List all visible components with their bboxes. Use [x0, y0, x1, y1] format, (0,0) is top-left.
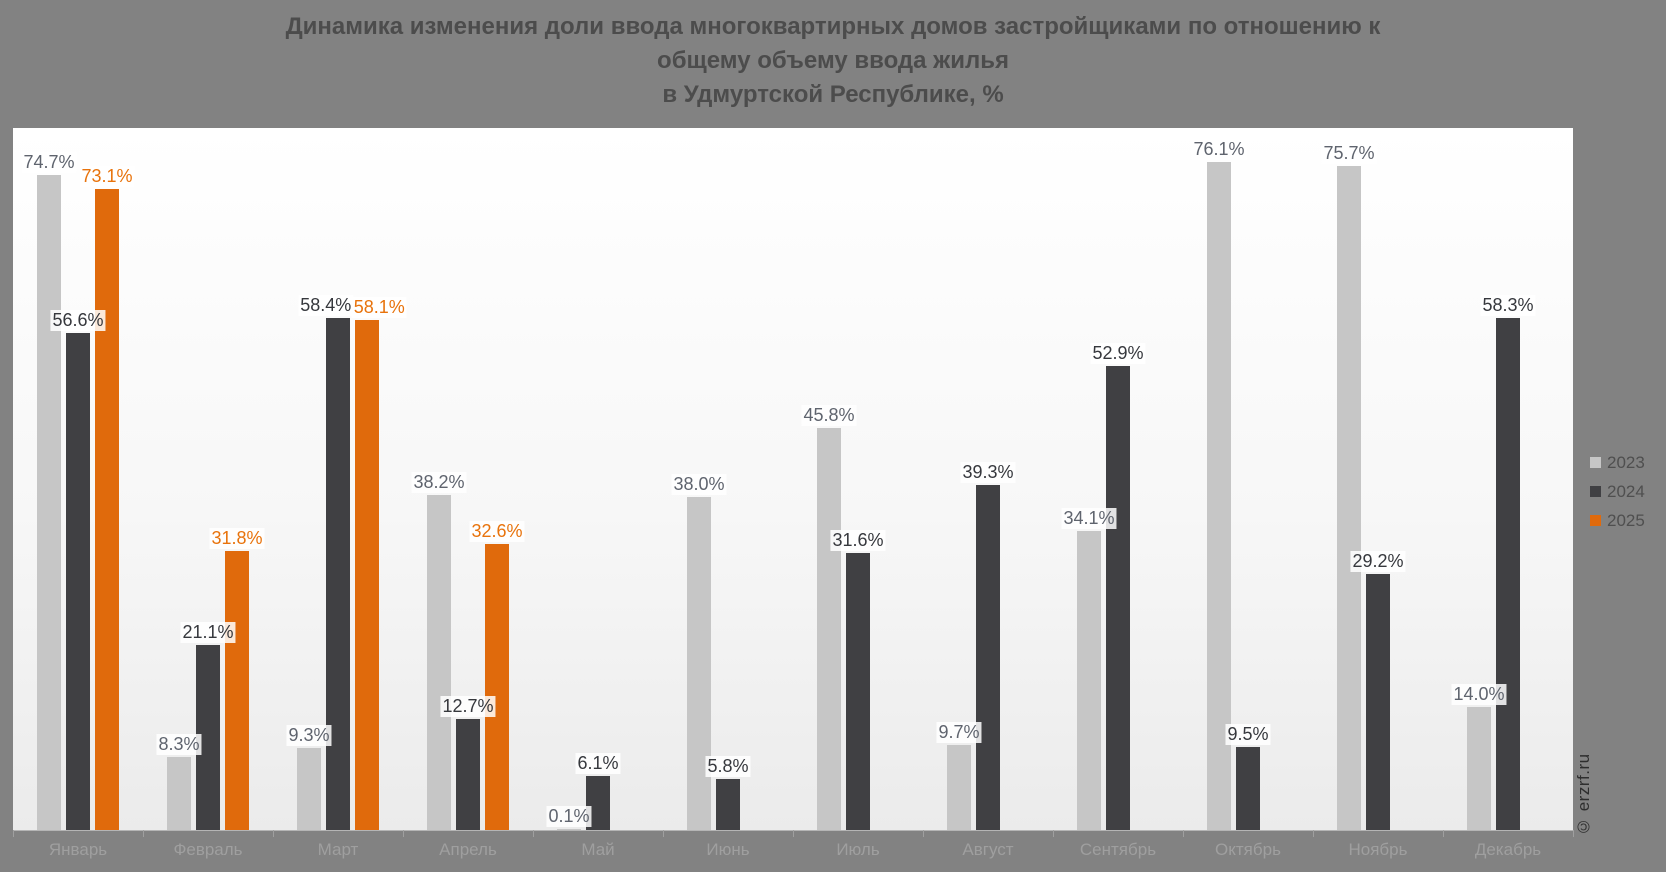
legend-item-2024: 2024 [1590, 477, 1645, 506]
bar-2023-Июль [817, 428, 841, 830]
bar-label-2025-Февраль: 31.8% [209, 528, 265, 549]
legend-item-2023: 2023 [1590, 448, 1645, 477]
bar-label-2025-Январь: 73.1% [79, 166, 135, 187]
chart-title-line-1: Динамика изменения доли ввода многокварт… [285, 13, 1381, 40]
bar-2023-Апрель [427, 495, 451, 830]
legend-label-2023: 2023 [1607, 452, 1645, 472]
x-axis-tick [1183, 830, 1184, 837]
legend-item-2025: 2025 [1590, 506, 1645, 535]
plot-area: 74.7% 56.6% 73.1% 8.3% 21.1% 31.8% 9.3% 58.4% 58… [13, 128, 1573, 831]
x-axis-tick [143, 830, 144, 837]
x-axis-tick [1053, 830, 1054, 837]
bar-label-2024-Октябрь: 9.5% [1225, 724, 1271, 745]
x-axis-tick [1443, 830, 1444, 837]
bar-label-2023-Октябрь: 76.1% [1191, 139, 1247, 160]
bar-2024-Март [326, 318, 350, 830]
x-axis-tick [793, 830, 794, 837]
bar-label-2023-Ноябрь: 75.7% [1321, 143, 1377, 164]
bar-label-2023-Декабрь: 14.0% [1451, 684, 1507, 705]
bar-label-2024-Январь: 56.6% [50, 310, 106, 331]
bar-label-2023-Сентябрь: 34.1% [1061, 508, 1117, 529]
x-axis-tick [923, 830, 924, 837]
bar-2023-Декабрь [1467, 707, 1491, 830]
bar-label-2024-Май: 6.1% [575, 753, 621, 774]
bar-2023-Сентябрь [1077, 531, 1101, 830]
x-axis-tick [663, 830, 664, 837]
bar-label-2023-Июнь: 38.0% [671, 474, 727, 495]
bar-2024-Сентябрь [1106, 366, 1130, 830]
x-axis-label-7: Июль [836, 840, 880, 859]
bar-label-2025-Апрель: 32.6% [469, 521, 525, 542]
legend-swatch-2024 [1590, 486, 1601, 497]
bar-2024-Август [976, 485, 1000, 830]
bar-label-2024-Июль: 31.6% [830, 530, 886, 551]
x-axis-tick [273, 830, 274, 837]
x-axis-label-5: Май [581, 840, 615, 859]
bar-2023-Февраль [167, 757, 191, 830]
bar-2023-Август [947, 745, 971, 830]
legend-swatch-2025 [1590, 515, 1601, 526]
bar-label-2024-Декабрь: 58.3% [1480, 295, 1536, 316]
chart-title-line-3: в Удмуртской Республике, % [662, 81, 1004, 108]
bar-label-2023-Апрель: 38.2% [411, 472, 467, 493]
chart-title: Динамика изменения доли ввода многокварт… [0, 10, 1666, 112]
x-axis-tick [533, 830, 534, 837]
bar-2023-Октябрь [1207, 162, 1231, 830]
x-axis-tick [1573, 830, 1574, 837]
x-axis-label-8: Август [962, 840, 1014, 859]
bar-2024-Июнь [716, 779, 740, 830]
legend-label-2025: 2025 [1607, 510, 1645, 530]
bar-label-2024-Сентябрь: 52.9% [1090, 343, 1146, 364]
x-axis-label-3: Март [317, 840, 359, 859]
bar-label-2023-Июль: 45.8% [801, 405, 857, 426]
x-axis-label-2: Февраль [173, 840, 243, 859]
bar-label-2024-Август: 39.3% [960, 462, 1016, 483]
x-axis-tick [1313, 830, 1314, 837]
bar-label-2024-Февраль: 21.1% [180, 622, 236, 643]
x-axis-label-4: Апрель [439, 840, 497, 859]
bar-label-2023-Май: 0.1% [546, 806, 592, 827]
x-axis-tick [13, 830, 14, 837]
bar-label-2024-Март: 58.4% [298, 295, 354, 316]
x-axis-label-9: Сентябрь [1079, 840, 1157, 859]
bar-label-2025-Март: 58.1% [351, 297, 407, 318]
bar-label-2024-Апрель: 12.7% [440, 696, 496, 717]
bar-2025-Март [355, 320, 379, 830]
x-axis-label-12: Декабрь [1474, 840, 1542, 859]
bar-label-2024-Ноябрь: 29.2% [1350, 551, 1406, 572]
bar-2023-Ноябрь [1337, 166, 1361, 830]
legend-label-2024: 2024 [1607, 481, 1645, 501]
bar-label-2024-Июнь: 5.8% [705, 756, 751, 777]
bar-2023-Июнь [687, 497, 711, 830]
x-axis-label-11: Ноябрь [1348, 840, 1408, 859]
x-axis-label-10: Октябрь [1215, 840, 1281, 859]
bar-label-2023-Январь: 74.7% [21, 152, 77, 173]
x-axis-label-1: Январь [48, 840, 108, 859]
x-axis-tick [403, 830, 404, 837]
bar-2024-Январь [66, 333, 90, 830]
bar-2023-Май [557, 829, 581, 830]
legend-swatch-2023 [1590, 457, 1601, 468]
bar-2024-Декабрь [1496, 318, 1520, 830]
bar-2023-Март [297, 748, 321, 830]
bar-2025-Январь [95, 189, 119, 830]
legend: 2023 2024 2025 [1590, 448, 1645, 535]
bar-2024-Апрель [456, 719, 480, 830]
bar-2024-Октябрь [1236, 747, 1260, 830]
x-axis-label-6: Июнь [706, 840, 750, 859]
bar-2025-Февраль [225, 551, 249, 830]
bar-2023-Январь [37, 175, 61, 830]
bar-2025-Апрель [485, 544, 509, 830]
chart-title-line-2: общему объему ввода жилья [657, 47, 1009, 74]
bar-label-2023-Март: 9.3% [286, 725, 332, 746]
bar-label-2023-Август: 9.7% [936, 722, 982, 743]
x-axis-labels: Январь Февраль Март Апрель Май Июнь Июль Август… [13, 840, 1573, 860]
watermark: © erzrf.ru [1574, 753, 1593, 836]
bar-label-2023-Февраль: 8.3% [156, 734, 202, 755]
bar-2024-Ноябрь [1366, 574, 1390, 830]
bar-2024-Июль [846, 553, 870, 830]
